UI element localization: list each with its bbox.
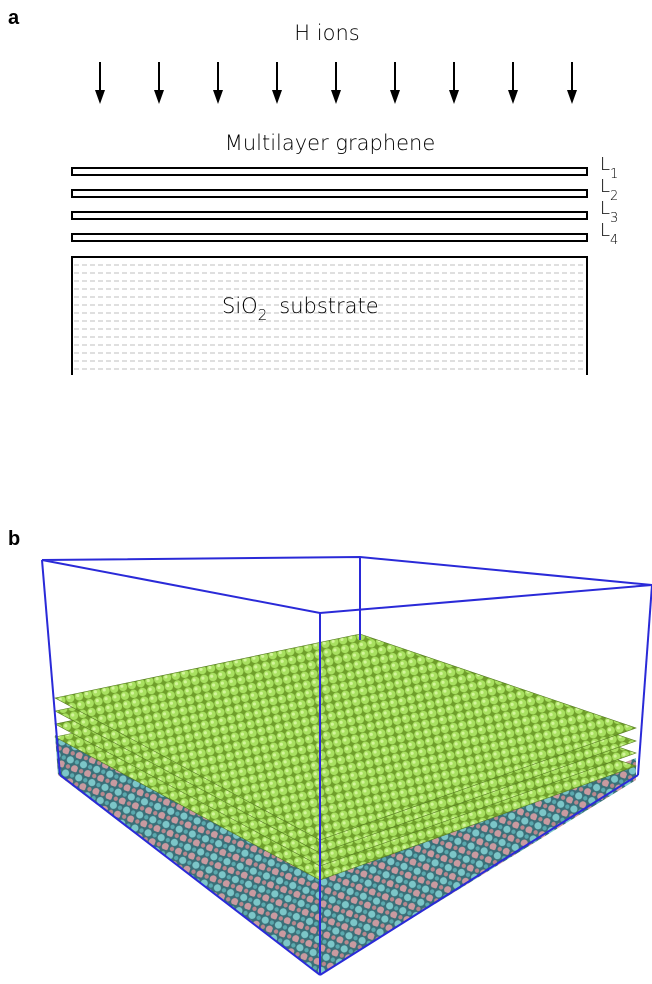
arrow-head <box>95 90 105 104</box>
simulation-render <box>42 557 652 975</box>
layer-letter: L <box>600 220 610 241</box>
arrow-head <box>449 90 459 104</box>
ion-label: H ions <box>294 21 359 45</box>
layer-letter: L <box>600 154 610 175</box>
layer-index: 2 <box>610 189 618 204</box>
substrate-label: SiO2 substrate <box>222 294 379 324</box>
layer-index: 4 <box>610 233 618 248</box>
arrow-head <box>213 90 223 104</box>
arrow-head <box>272 90 282 104</box>
layer-letter: L <box>600 198 610 219</box>
arrow-head <box>567 90 577 104</box>
graphene-label: Multilayer graphene <box>225 131 436 155</box>
arrow-head <box>154 90 164 104</box>
graphene-layer <box>72 212 587 219</box>
graphene-layer <box>72 190 587 197</box>
panel-label: a <box>8 7 20 29</box>
graphene-layer <box>72 234 587 241</box>
layer-letter: L <box>600 176 610 197</box>
arrow-head <box>390 90 400 104</box>
layer-index: 1 <box>610 167 618 182</box>
substrate-suffix: substrate <box>279 294 378 318</box>
substrate-prefix: SiO <box>222 294 258 318</box>
layer-index: 3 <box>610 211 618 226</box>
ion-arrows <box>95 62 577 104</box>
graphene-layer <box>72 168 587 175</box>
substrate-subscript: 2 <box>258 306 268 324</box>
arrow-head <box>508 90 518 104</box>
arrow-head <box>331 90 341 104</box>
figure: a H ions Multilayer graphene L1L2L3L4 Si… <box>0 0 652 984</box>
panel-label: b <box>8 528 20 550</box>
